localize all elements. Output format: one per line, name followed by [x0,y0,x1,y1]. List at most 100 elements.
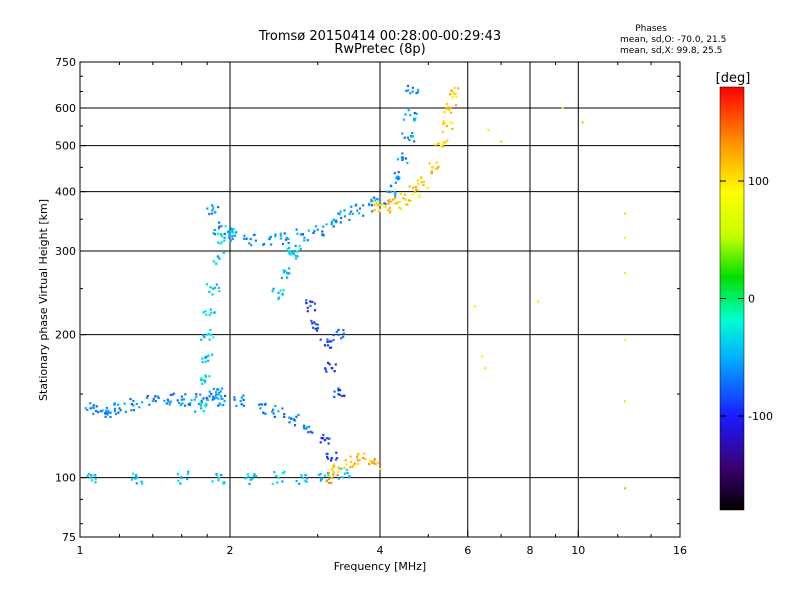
data-point [327,442,330,445]
data-point [134,475,138,478]
data-point [226,231,230,234]
data-point [207,332,210,335]
data-point [396,158,400,161]
data-point [113,402,116,405]
data-point [623,338,627,342]
data-point [259,407,262,410]
data-point [337,470,340,474]
data-point [351,212,354,216]
data-point [138,406,141,409]
data-point [176,472,180,476]
data-point [336,457,339,460]
data-point [375,463,378,466]
data-point [264,412,267,416]
data-point [283,269,287,273]
data-point [204,360,207,363]
data-point [218,402,221,405]
data-point [387,208,390,211]
data-point [305,299,308,302]
data-point [415,112,418,115]
data-point [326,437,330,440]
data-point [303,239,306,242]
data-point [217,388,220,391]
data-point [132,404,135,407]
data-point [202,409,205,413]
data-point [165,402,168,405]
data-point [221,397,224,400]
data-point [330,220,334,223]
data-point [132,409,136,412]
data-point [154,395,157,398]
data-point [371,461,374,464]
data-point [331,366,334,370]
data-point [169,400,172,403]
data-point [213,311,216,314]
data-point [445,102,449,106]
data-point [333,370,336,373]
data-point [222,251,225,254]
data-point [348,212,351,216]
data-point [369,459,372,462]
data-point [154,400,157,403]
data-point [215,283,218,286]
data-point [414,117,417,120]
data-point [214,210,217,213]
data-point [205,313,208,316]
data-point [370,210,374,213]
data-point [259,403,262,406]
data-point [211,480,214,483]
data-point [561,107,564,110]
data-point [337,477,340,480]
data-point [223,239,226,242]
data-point [330,468,334,471]
data-point [376,203,379,207]
data-point [449,111,453,114]
data-point [213,233,217,236]
data-point [220,241,223,244]
data-point [439,144,443,147]
data-point [187,470,190,473]
data-point [217,286,220,289]
data-point [250,244,253,247]
data-point [322,433,325,437]
data-point [87,472,90,476]
data-point [473,304,477,308]
data-point [358,207,362,210]
data-point [330,456,333,460]
data-point [195,395,198,399]
data-point [305,301,308,305]
data-point [200,407,203,410]
data-point [394,192,397,195]
data-point [441,142,444,145]
data-point [411,131,414,135]
data-point [292,251,295,254]
data-point [316,327,319,330]
data-point [435,161,438,164]
data-point [323,439,327,442]
data-point [325,437,328,440]
data-points [84,84,627,490]
data-point [449,107,453,110]
data-point [217,397,220,400]
data-point [299,247,302,251]
data-point [249,478,252,481]
data-point [201,357,204,360]
data-point [106,413,109,416]
data-point [375,201,378,204]
y-tick-label: 750 [55,56,76,69]
data-point [342,332,345,335]
data-point [447,106,450,109]
data-point [446,139,449,142]
data-point [418,193,421,197]
data-point [536,300,540,303]
data-point [201,382,204,385]
data-point [169,393,172,397]
data-point [193,398,197,401]
data-point [418,196,421,199]
data-point [287,241,290,245]
data-point [362,214,365,217]
data-point [404,198,407,201]
data-point [343,472,347,475]
data-point [319,338,322,341]
data-point [206,398,210,402]
